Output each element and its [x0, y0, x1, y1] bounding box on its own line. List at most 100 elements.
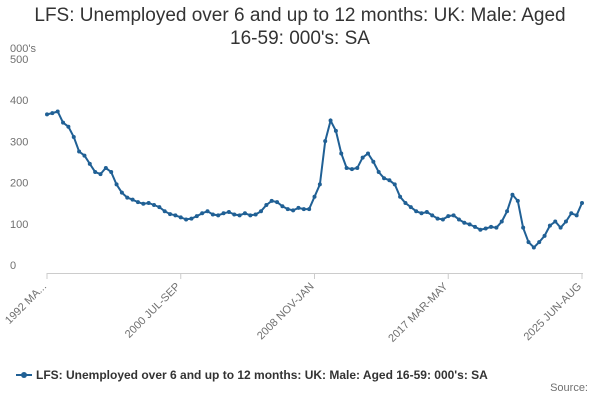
data-point	[226, 210, 231, 215]
legend-label: LFS: Unemployed over 6 and up to 12 mont…	[36, 368, 488, 382]
data-point	[366, 151, 370, 156]
y-tick-label: 100	[10, 219, 28, 231]
x-tick-label: 1992 MA...	[3, 281, 49, 327]
data-point	[77, 149, 82, 154]
data-point	[376, 170, 381, 175]
data-point	[494, 225, 499, 230]
data-point	[269, 198, 274, 203]
y-tick-label: 300	[10, 136, 28, 148]
data-point	[285, 207, 290, 212]
data-point	[237, 213, 242, 218]
data-point	[61, 120, 66, 125]
data-point	[424, 210, 429, 215]
data-point	[456, 217, 461, 222]
x-tick-label: 2000 JUL-SEP	[123, 281, 183, 341]
data-point	[478, 227, 483, 232]
data-point	[558, 225, 563, 230]
data-point	[371, 159, 376, 164]
data-point	[398, 194, 403, 199]
data-point	[152, 203, 156, 208]
data-point	[467, 222, 472, 227]
data-point	[200, 211, 205, 216]
data-point	[542, 233, 547, 238]
data-point	[221, 211, 226, 216]
data-point	[349, 167, 354, 172]
data-point	[392, 182, 397, 187]
data-point	[446, 214, 451, 219]
data-point	[419, 211, 424, 216]
data-point	[312, 194, 317, 199]
data-point	[55, 109, 60, 114]
data-point	[408, 205, 413, 210]
data-point	[301, 207, 306, 212]
data-point	[178, 215, 183, 220]
data-point	[242, 211, 247, 216]
y-tick-label: 0	[10, 260, 16, 272]
data-point	[103, 165, 108, 170]
y-tick-label: 500	[10, 54, 28, 66]
data-point	[168, 212, 173, 217]
data-point	[296, 205, 301, 210]
y-axis-label: 000's	[10, 43, 36, 55]
data-point	[360, 155, 365, 160]
data-point	[521, 225, 526, 230]
data-point	[232, 212, 237, 217]
data-point	[451, 213, 456, 218]
data-point	[135, 200, 140, 205]
data-point	[553, 219, 558, 224]
data-point	[430, 213, 435, 218]
data-point	[162, 209, 167, 214]
x-tick-label: 2025 JUN-AUG	[522, 281, 585, 344]
x-tick-label: 2017 MAR-MAY	[386, 280, 451, 345]
data-point	[333, 128, 338, 133]
data-point	[505, 209, 510, 214]
data-point	[526, 240, 531, 245]
data-point	[248, 213, 253, 218]
source: Source:	[550, 382, 588, 394]
data-point	[194, 214, 199, 219]
data-point	[71, 135, 76, 140]
legend-marker	[21, 372, 27, 378]
data-point	[387, 178, 392, 183]
data-point	[98, 172, 103, 177]
data-point	[499, 219, 504, 224]
data-point	[344, 165, 349, 170]
data-point	[119, 190, 124, 195]
data-point	[307, 207, 312, 212]
chart-title: LFS: Unemployed over 6 and up to 12 mont…	[34, 5, 566, 49]
data-point	[146, 200, 151, 205]
data-point	[50, 111, 55, 116]
data-point	[264, 203, 269, 208]
data-point	[205, 209, 210, 214]
data-point	[414, 209, 419, 214]
data-point	[87, 161, 92, 166]
data-point	[259, 209, 263, 214]
title-box: LFS: Unemployed over 6 and up to 12 mont…	[34, 5, 566, 49]
y-tick-label: 400	[10, 95, 28, 107]
data-point	[253, 212, 258, 217]
data-point	[275, 200, 280, 205]
data-point	[355, 165, 360, 170]
data-point	[280, 204, 285, 209]
data-point	[537, 240, 542, 245]
data-point	[328, 118, 333, 123]
data-point	[109, 170, 114, 175]
data-point	[531, 245, 536, 250]
data-point	[114, 182, 119, 187]
data-point	[141, 201, 146, 206]
data-point	[440, 217, 445, 222]
data-point	[45, 112, 49, 117]
data-point	[130, 197, 135, 202]
data-point	[563, 219, 568, 224]
data-point	[189, 216, 194, 221]
data-point	[66, 124, 71, 129]
data-point	[547, 223, 552, 228]
data-point	[216, 213, 221, 218]
data-point	[157, 205, 162, 210]
x-tick-label: 2008 NOV-JAN	[255, 281, 317, 343]
data-point	[403, 200, 408, 205]
data-point	[125, 195, 130, 200]
data-point	[569, 211, 574, 216]
data-point	[291, 208, 296, 213]
